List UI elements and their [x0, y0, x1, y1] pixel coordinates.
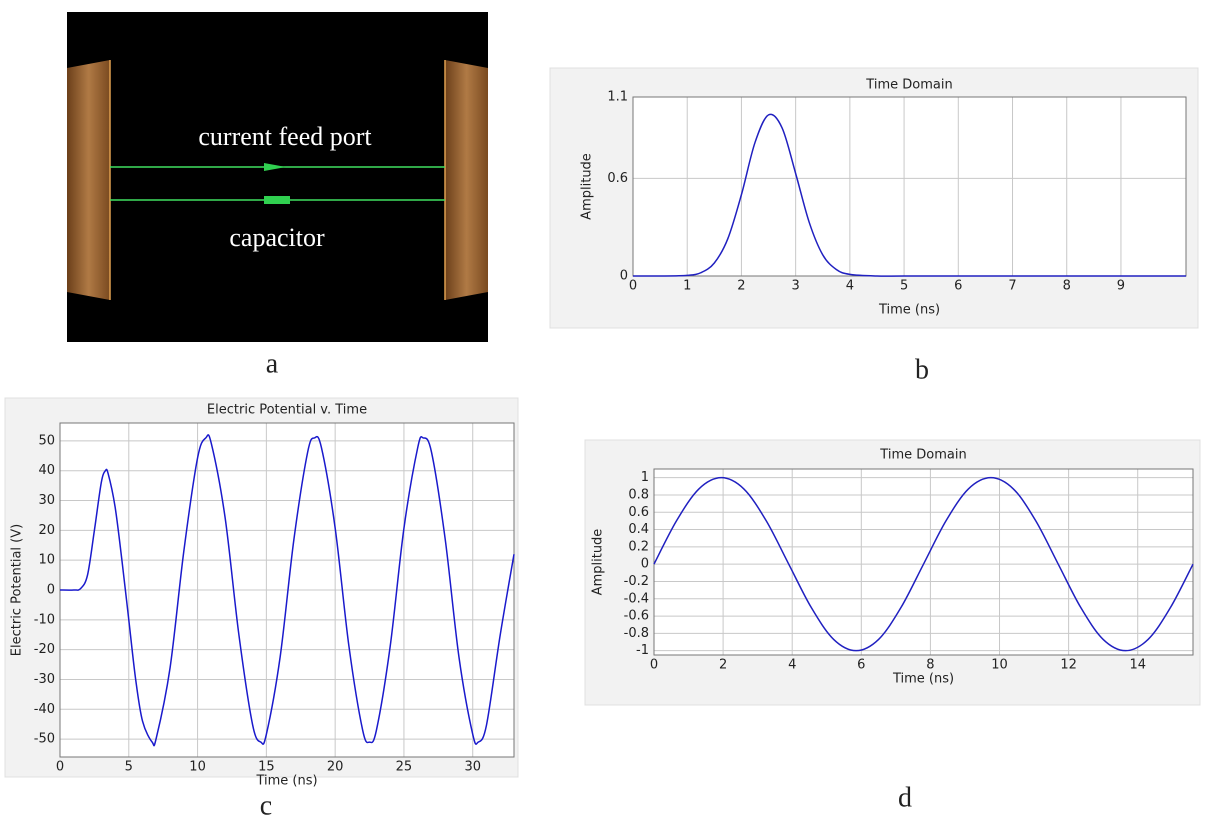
- x-tick-label: 5: [125, 760, 133, 775]
- diagram-label: capacitor: [229, 223, 325, 252]
- y-tick-label: -0.4: [624, 591, 649, 606]
- y-tick-label: -50: [34, 732, 55, 747]
- line-series: [653, 476, 1194, 652]
- y-tick-label: 0: [641, 557, 649, 572]
- y-tick-label: 10: [38, 553, 55, 568]
- x-tick-label: 9: [1117, 279, 1125, 294]
- x-tick-label: 10: [991, 658, 1008, 673]
- electrode-left: [67, 60, 110, 300]
- y-tick-label: 1.1: [607, 90, 628, 105]
- y-tick-label: 30: [38, 493, 55, 508]
- y-axis-label: Amplitude: [591, 529, 606, 596]
- plot-area: [633, 97, 1186, 276]
- x-axis-label: Time (ns): [892, 672, 954, 687]
- panel-caption: c: [260, 790, 272, 821]
- y-tick-label: 0.4: [628, 522, 649, 537]
- y-axis-label: Amplitude: [580, 153, 595, 220]
- diagram-background: [67, 12, 488, 342]
- chart-panel: 0 2 4 6 8 10 12 14 -1 -0.8 -0.6 -0.4 -0.2 0 0.2 0.4 0.6 0…: [584, 439, 1201, 706]
- line-series: [59, 434, 515, 747]
- chart-panel: 0 1 2 3 4 5 6 7 8 9 0 0.6 1.1 Time Domain Time (ns) Amp…: [549, 67, 1199, 329]
- chart-panel: 0 5 10 15 20 25 30 -50 -40 -30 -20 -10 0 10 20 30 40 50 El…: [4, 397, 519, 789]
- panel-caption: b: [915, 354, 929, 385]
- x-tick-label: 5: [900, 279, 908, 294]
- port-arrow: [264, 163, 286, 171]
- x-tick-label: 15: [258, 760, 275, 775]
- x-tick-label: 8: [1063, 279, 1071, 294]
- x-tick-label: 2: [719, 658, 727, 673]
- x-tick-label: 8: [926, 658, 934, 673]
- x-tick-label: 7: [1008, 279, 1016, 294]
- x-tick-label: 3: [792, 279, 800, 294]
- x-tick-label: 20: [327, 760, 344, 775]
- y-tick-label: -0.8: [624, 626, 649, 641]
- y-tick-label: -0.2: [624, 574, 649, 589]
- x-tick-label: 0: [56, 760, 64, 775]
- y-tick-label: 1: [641, 470, 649, 485]
- y-tick-label: -0.6: [624, 609, 649, 624]
- y-tick-label: -40: [34, 702, 55, 717]
- line-series: [632, 113, 1186, 277]
- y-tick-label: -1: [636, 643, 649, 658]
- x-axis-label: Time (ns): [255, 774, 317, 789]
- y-tick-label: 50: [38, 433, 55, 448]
- x-tick-label: 4: [846, 279, 854, 294]
- electrode-right: [445, 60, 488, 300]
- x-tick-label: 6: [954, 279, 962, 294]
- panel-caption: a: [266, 348, 279, 379]
- capacitor-element: [264, 196, 290, 204]
- chart-title: Time Domain: [865, 78, 952, 93]
- y-tick-label: 0.6: [607, 171, 628, 186]
- y-axis-label: Electric Potential (V): [10, 524, 25, 656]
- x-tick-label: 1: [683, 279, 691, 294]
- y-tick-label: -20: [34, 642, 55, 657]
- y-tick-label: 20: [38, 523, 55, 538]
- panel-a: current feed port capacitor a: [67, 12, 488, 379]
- plot-area: [654, 469, 1193, 655]
- x-axis-label: Time (ns): [878, 303, 940, 318]
- x-tick-label: 2: [737, 279, 745, 294]
- y-tick-label: 40: [38, 463, 55, 478]
- chart-title: Time Domain: [879, 448, 966, 463]
- y-tick-label: -30: [34, 672, 55, 687]
- panel-caption: d: [898, 782, 912, 813]
- y-tick-label: 0: [47, 583, 55, 598]
- x-tick-label: 0: [629, 279, 637, 294]
- x-tick-label: 10: [189, 760, 206, 775]
- x-tick-label: 25: [396, 760, 413, 775]
- chart-title: Electric Potential v. Time: [207, 403, 367, 418]
- x-tick-label: 12: [1060, 658, 1077, 673]
- diagram-label: current feed port: [198, 122, 372, 151]
- x-tick-label: 14: [1129, 658, 1146, 673]
- x-tick-label: 4: [788, 658, 796, 673]
- y-tick-label: -10: [34, 612, 55, 627]
- y-tick-label: 0.2: [628, 539, 649, 554]
- y-tick-label: 0.6: [628, 505, 649, 520]
- x-tick-label: 6: [857, 658, 865, 673]
- y-tick-label: 0: [620, 269, 628, 284]
- x-tick-label: 0: [650, 658, 658, 673]
- y-tick-label: 0.8: [628, 487, 649, 502]
- plot-border: [653, 468, 1194, 656]
- x-tick-label: 30: [464, 760, 481, 775]
